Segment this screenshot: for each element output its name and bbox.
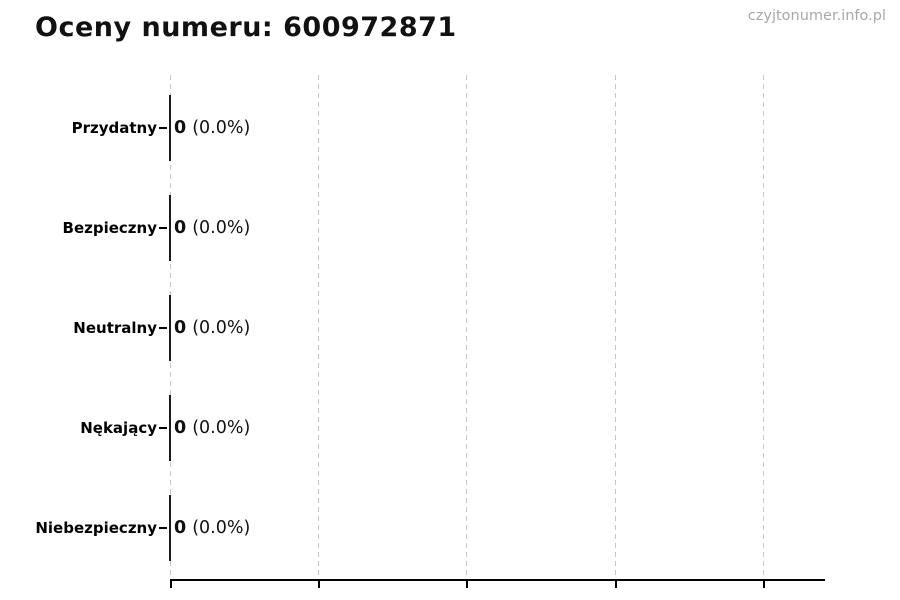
bar-value-label: 0 (0.0%) xyxy=(174,216,250,240)
bar-value-label: 0 (0.0%) xyxy=(174,416,250,440)
bar-zero-value xyxy=(169,395,171,461)
y-axis-tick xyxy=(159,227,167,229)
x-axis-line xyxy=(170,579,825,581)
gridline xyxy=(466,75,467,580)
x-axis-tick xyxy=(170,581,172,588)
bar-count: 0 xyxy=(174,218,187,238)
y-axis-tick xyxy=(159,427,167,429)
category-label: Bezpieczny xyxy=(62,219,157,237)
bar-zero-value xyxy=(169,95,171,161)
bar-count: 0 xyxy=(174,418,187,438)
x-axis-tick xyxy=(763,581,765,588)
watermark-text: czyjtonumer.info.pl xyxy=(747,8,886,24)
y-axis-tick xyxy=(159,327,167,329)
bar-percent: (0.0%) xyxy=(192,118,251,138)
category-label: Neutralny xyxy=(73,319,157,337)
bar-percent: (0.0%) xyxy=(192,418,251,438)
bar-percent: (0.0%) xyxy=(192,318,251,338)
y-axis-tick xyxy=(159,127,167,129)
bar-value-label: 0 (0.0%) xyxy=(174,316,250,340)
bar-count: 0 xyxy=(174,118,187,138)
category-label: Nękający xyxy=(80,419,157,437)
y-axis-tick xyxy=(159,527,167,529)
gridline xyxy=(318,75,319,580)
bar-count: 0 xyxy=(174,518,187,538)
bar-count: 0 xyxy=(174,318,187,338)
bar-zero-value xyxy=(169,295,171,361)
bar-percent: (0.0%) xyxy=(192,218,251,238)
x-axis-tick xyxy=(318,581,320,588)
gridline xyxy=(615,75,616,580)
bar-zero-value xyxy=(169,195,171,261)
gridline xyxy=(763,75,764,580)
category-label: Niebezpieczny xyxy=(35,519,157,537)
bar-zero-value xyxy=(169,495,171,561)
x-axis-tick xyxy=(615,581,617,588)
bar-percent: (0.0%) xyxy=(192,518,251,538)
bar-value-label: 0 (0.0%) xyxy=(174,116,250,140)
chart-title: Oceny numeru: 600972871 xyxy=(35,12,457,43)
bar-value-label: 0 (0.0%) xyxy=(174,516,250,540)
category-label: Przydatny xyxy=(71,119,157,137)
x-axis-tick xyxy=(466,581,468,588)
